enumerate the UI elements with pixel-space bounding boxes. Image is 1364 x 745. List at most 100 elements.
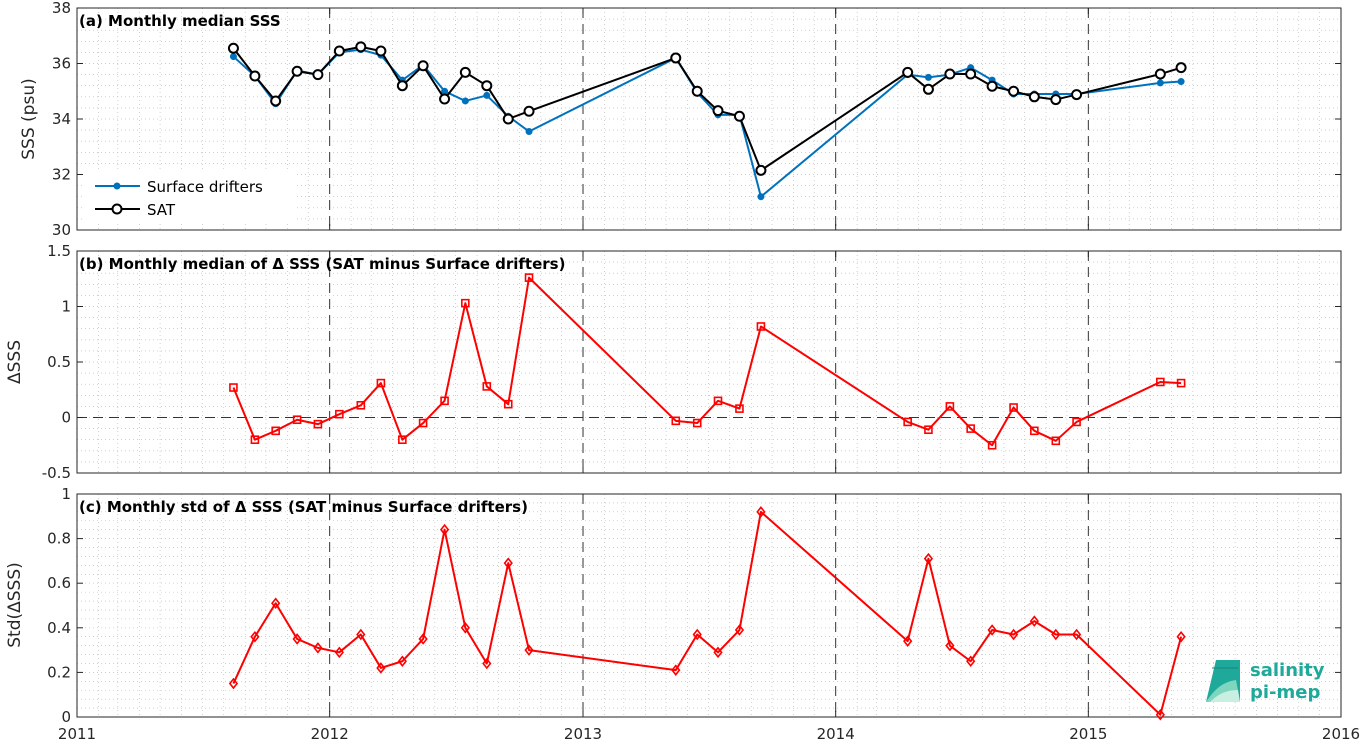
data-point [1156,377,1165,387]
data-point [1176,630,1186,643]
data-point [250,435,260,445]
data-point [483,91,491,99]
data-point [312,69,324,81]
y-tick-label: 30 [52,221,71,239]
data-point [271,597,281,610]
panel-c: (c) Monthly std of Δ SSS (SAT minus Surf… [5,498,528,648]
data-point [356,400,366,410]
data-point [987,440,997,450]
data-point [1071,628,1082,641]
data-point [923,552,934,565]
y-tick-label: 0 [61,708,71,726]
data-point [376,378,386,388]
y-tick-label: 0 [61,409,71,427]
data-point [313,419,323,429]
data-point [671,416,681,426]
y-tick-label: 1.5 [47,242,71,260]
data-point [713,646,723,659]
panel-a-title: (a) Monthly median SSS [79,12,281,30]
x-tick-label: 2012 [311,725,349,743]
data-point [503,557,513,569]
panel-c-ylabel: Std(ΔSSS) [5,562,25,648]
data-point [271,426,280,436]
data-point [291,65,303,77]
data-point [292,633,302,645]
legend-box [85,172,295,224]
data-point [944,68,956,80]
data-point [1071,89,1083,101]
panel-b-ylabel: ΔSSS [5,340,25,384]
data-point [229,53,237,61]
data-point [356,628,366,641]
data-point [735,404,744,413]
legend: Surface drifters SAT [85,172,295,224]
data-point [1028,91,1040,103]
data-point [229,383,238,392]
panel-b: (b) Monthly median of Δ SSS (SAT minus S… [5,255,565,384]
data-point [439,523,450,536]
series-line-delta [232,276,1182,447]
data-point [270,95,282,107]
data-point [482,657,492,670]
data-point [966,424,975,433]
data-point [692,418,702,428]
panel-b-title: (b) Monthly median of Δ SSS (SAT minus S… [79,255,565,273]
salinity-pi-mep-logo: salinity pi-mep [1206,660,1325,703]
data-point [1175,62,1187,74]
data-point [335,409,344,419]
data-point [441,87,449,95]
data-point [481,80,493,92]
data-point [459,66,471,78]
y-tick-label: 0.5 [47,353,71,371]
y-tick-label: 1 [61,298,71,316]
data-point [1051,436,1061,446]
data-point [902,66,914,78]
data-point [228,677,239,690]
series-line-delta [232,510,1183,716]
y-tick-label: -0.5 [42,464,71,482]
data-point [333,45,345,57]
data-point [375,45,387,57]
data-point [712,105,724,117]
data-point [734,624,745,636]
data-point [903,417,912,427]
panel-a: (a) Monthly median SSS SSS (psu) Surface… [19,12,295,224]
data-point [987,624,997,636]
data-point [417,60,429,72]
x-tick-label: 2011 [58,725,96,743]
data-point [692,628,702,641]
x-tick-label: 2016 [1322,725,1360,743]
panel-1-plot: -0.5 0 0.5 1 1.5 [42,242,1342,482]
logo-line2: pi-mep [1250,682,1320,703]
data-point [1050,94,1062,106]
data-point [376,662,386,674]
y-tick-label: 0.2 [47,663,71,681]
data-point [355,41,367,53]
x-tick-label: 2014 [817,725,855,743]
data-point [757,193,765,201]
data-point [418,633,428,645]
logo-line1: salinity [1250,660,1325,681]
x-tick-label: 2013 [564,725,602,743]
data-point [439,93,451,105]
data-point [1051,628,1061,641]
data-point [756,322,766,331]
y-tick-label: 0.8 [47,530,71,548]
data-point [924,73,932,81]
y-tick-label: 0.4 [47,619,71,637]
y-tick-label: 34 [52,110,71,128]
y-tick-label: 36 [52,55,71,73]
data-point [313,642,323,654]
data-point [1154,68,1166,80]
data-point [1176,378,1186,388]
data-point [418,418,428,428]
data-point [461,298,470,308]
data-point [733,110,745,122]
data-point [756,506,766,518]
data-point [1072,417,1081,427]
data-point [398,435,407,445]
y-tick-label: 0.6 [47,574,71,592]
data-point [482,382,492,391]
x-tick-label: 2015 [1069,725,1107,743]
